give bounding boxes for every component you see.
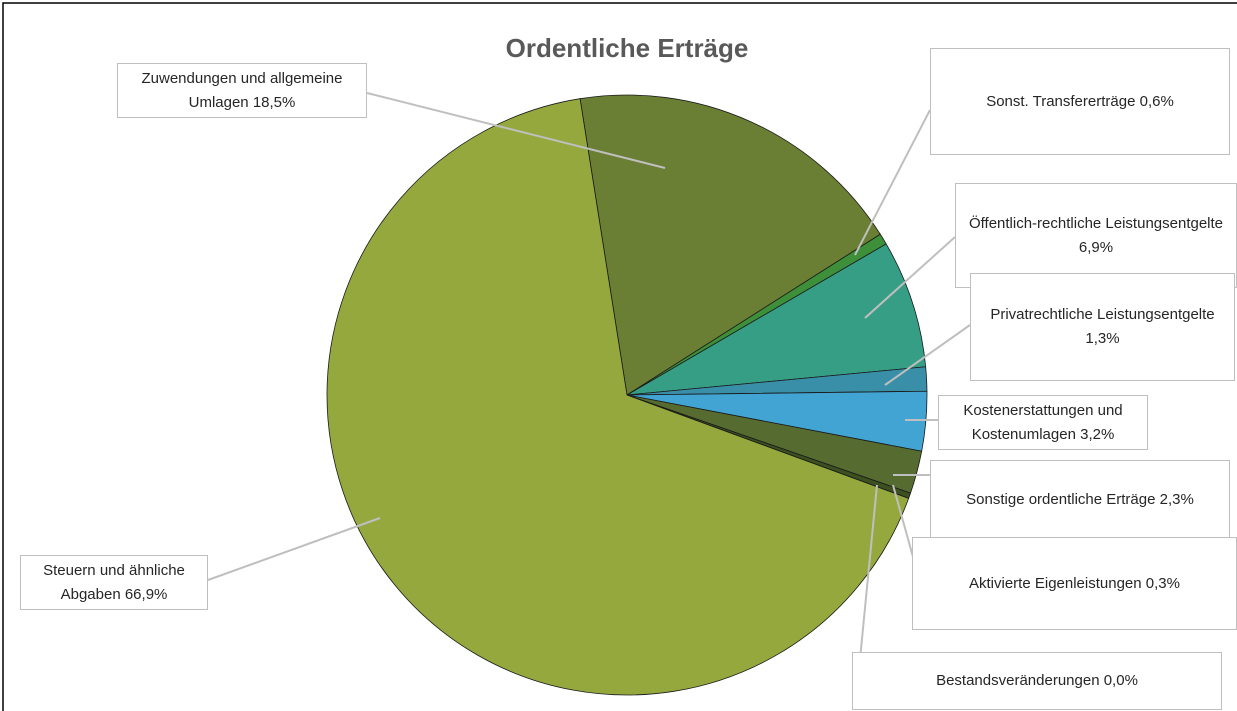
label-text: Bestandsveränderungen 0,0% [936,669,1138,693]
label-text: Zuwendungen und allgemeine Umlagen 18,5% [128,67,356,115]
data-label: Steuern und ähnliche Abgaben 66,9% [20,555,208,610]
data-label: Privatrechtliche Leistungsentgelte 1,3% [970,273,1235,381]
value-label: 66,9% [124,585,168,603]
chart-title: Ordentliche Erträge [506,33,749,63]
label-text: Sonst. Transfererträge 0,6% [986,90,1174,114]
category-name: Sonstige ordentliche Erträge [966,491,1156,508]
category-name: Sonst. Transfererträge [986,92,1136,110]
value-label: 2,3% [1159,491,1194,508]
data-label: Aktivierte Eigenleistungen 0,3% [912,537,1237,630]
value-label: 0,6% [1139,92,1174,110]
leader-line [884,324,971,386]
pie-slice [579,94,881,396]
category-name: Kostenerstattungen und Kostenumlagen [963,401,1123,443]
leader-line [864,236,956,319]
label-text: Sonstige ordentliche Erträge 2,3% [966,488,1194,512]
data-label: Zuwendungen und allgemeine Umlagen 18,5% [117,63,367,118]
value-label: 0,0% [1103,672,1138,689]
data-label: Bestandsveränderungen 0,0% [852,652,1222,710]
category-name: Öffentlich-rechtliche Leistungsentgelte [968,214,1224,232]
label-text: Privatrechtliche Leistungsentgelte 1,3% [981,303,1224,351]
leader-line [366,92,666,169]
data-label: Sonstige ordentliche Erträge 2,3% [930,460,1230,540]
category-name: Bestandsveränderungen [936,672,1100,689]
value-label: 0,3% [1145,574,1180,592]
value-label: 3,2% [1080,425,1115,443]
category-name: Steuern und ähnliche Abgaben [43,561,185,603]
value-label: 1,3% [1085,330,1120,347]
value-label: 18,5% [252,93,296,111]
pie-slice [626,243,927,396]
label-text: Öffentlich-rechtliche Leistungsentgelte … [966,212,1226,260]
label-text: Aktivierte Eigenleistungen 0,3% [969,572,1180,596]
label-text: Steuern und ähnliche Abgaben 66,9% [31,559,197,607]
leader-line [854,109,931,256]
pie-slice [326,98,910,696]
data-label: Kostenerstattungen und Kostenumlagen 3,2… [938,395,1148,450]
label-text: Kostenerstattungen und Kostenumlagen 3,2… [949,399,1137,447]
leader-line [207,517,381,581]
data-label: Öffentlich-rechtliche Leistungsentgelte … [955,183,1237,288]
category-name: Zuwendungen und allgemeine Umlagen [141,69,343,111]
category-name: Privatrechtliche Leistungsentgelte [990,306,1215,323]
data-label: Sonst. Transfererträge 0,6% [930,48,1230,155]
category-name: Aktivierte Eigenleistungen [969,574,1142,592]
value-label: 6,9% [1078,238,1114,256]
